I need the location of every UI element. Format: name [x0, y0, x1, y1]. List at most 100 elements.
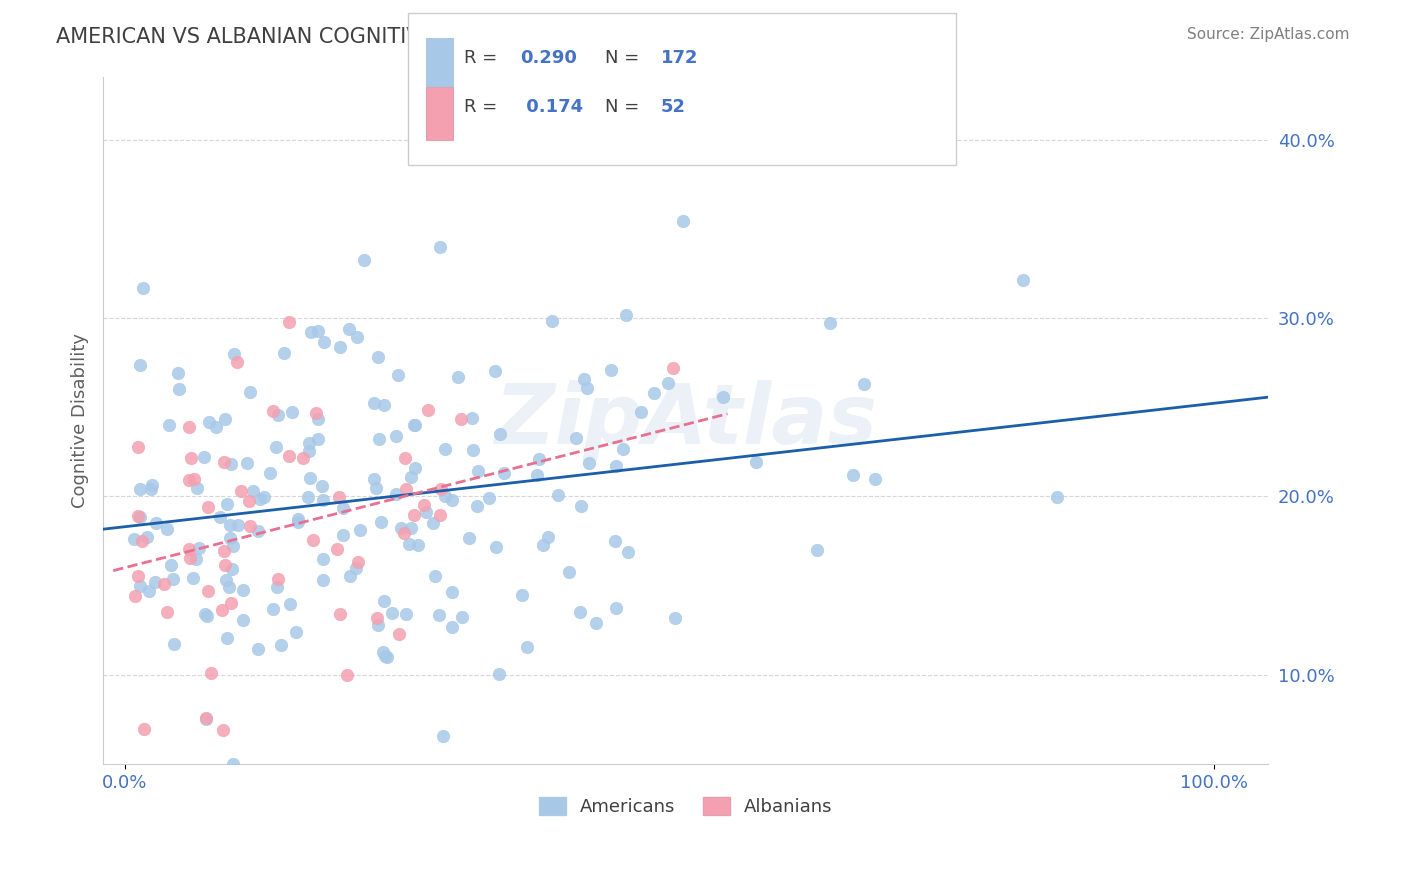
Point [745, 455, 768, 469]
Point [177, 419, 200, 434]
Point [232, 614, 254, 628]
Point [375, 649, 398, 664]
Point [363, 472, 385, 486]
Point [298, 443, 321, 458]
Point [565, 431, 588, 445]
Point [422, 516, 444, 531]
Point [347, 555, 370, 569]
Point [198, 415, 221, 429]
Point [312, 492, 335, 507]
Point [450, 412, 472, 426]
Point [612, 442, 634, 456]
Point [143, 574, 166, 589]
Point [332, 501, 354, 516]
Point [156, 521, 179, 535]
Point [671, 213, 693, 227]
Point [312, 552, 335, 566]
Point [1011, 273, 1033, 287]
Point [366, 611, 388, 625]
Point [278, 315, 301, 329]
Point [217, 632, 239, 646]
Point [214, 558, 236, 573]
Point [349, 523, 371, 537]
Point [297, 490, 319, 504]
Point [541, 314, 564, 328]
Point [132, 281, 155, 295]
Point [373, 593, 395, 607]
Point [337, 322, 360, 336]
Point [616, 544, 638, 558]
Point [129, 509, 152, 524]
Point [465, 500, 488, 514]
Point [167, 382, 190, 396]
Point [460, 410, 482, 425]
Point [212, 543, 235, 558]
Point [450, 609, 472, 624]
Point [253, 490, 276, 504]
Point [222, 539, 245, 553]
Point [236, 456, 259, 470]
Point [381, 606, 404, 620]
Point [212, 723, 235, 737]
Point [180, 451, 202, 466]
Point [568, 605, 591, 619]
Point [413, 499, 436, 513]
Point [209, 510, 232, 524]
Point [408, 538, 430, 552]
Point [205, 419, 228, 434]
Point [179, 542, 201, 557]
Point [429, 607, 451, 622]
Point [571, 499, 593, 513]
Legend: Americans, Albanians: Americans, Albanians [531, 789, 839, 823]
Point [247, 524, 270, 539]
Point [527, 451, 550, 466]
Point [531, 538, 554, 552]
Point [488, 667, 510, 681]
Text: ZipAtlas: ZipAtlas [494, 380, 877, 461]
Point [215, 573, 238, 587]
Point [820, 317, 842, 331]
Point [156, 605, 179, 619]
Point [416, 402, 439, 417]
Point [339, 569, 361, 583]
Point [262, 404, 284, 418]
Point [440, 492, 463, 507]
Point [298, 436, 321, 450]
Point [388, 627, 411, 641]
Point [219, 596, 242, 610]
Point [139, 482, 162, 496]
Point [399, 520, 422, 534]
Point [713, 391, 735, 405]
Point [404, 418, 426, 433]
Point [273, 346, 295, 360]
Point [218, 580, 240, 594]
Text: N =: N = [605, 49, 644, 67]
Point [238, 494, 260, 508]
Point [195, 609, 218, 624]
Point [657, 376, 679, 390]
Point [195, 711, 218, 725]
Point [187, 541, 209, 556]
Point [307, 432, 329, 446]
Point [433, 489, 456, 503]
Point [167, 366, 190, 380]
Text: Source: ZipAtlas.com: Source: ZipAtlas.com [1187, 27, 1350, 42]
Point [132, 722, 155, 736]
Point [429, 508, 451, 522]
Point [336, 668, 359, 682]
Point [195, 712, 218, 726]
Point [371, 645, 394, 659]
Point [394, 607, 416, 621]
Point [278, 449, 301, 463]
Point [415, 505, 437, 519]
Point [160, 558, 183, 573]
Point [181, 571, 204, 585]
Point [429, 239, 451, 253]
Text: 0.290: 0.290 [520, 49, 576, 67]
Point [311, 478, 333, 492]
Point [179, 551, 201, 566]
Text: 0.174: 0.174 [520, 98, 583, 116]
Point [193, 450, 215, 465]
Point [603, 534, 626, 549]
Point [404, 461, 426, 475]
